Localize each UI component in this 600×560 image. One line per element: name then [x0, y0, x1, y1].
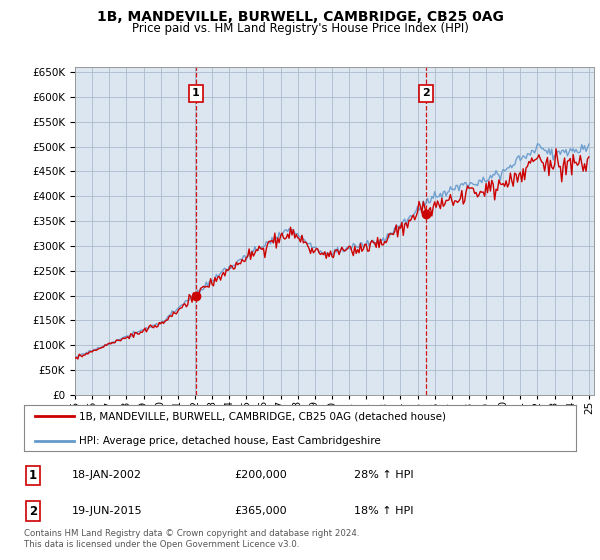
Text: 18-JAN-2002: 18-JAN-2002 [72, 470, 142, 480]
Text: 1B, MANDEVILLE, BURWELL, CAMBRIDGE, CB25 0AG: 1B, MANDEVILLE, BURWELL, CAMBRIDGE, CB25… [97, 10, 503, 24]
Text: 2: 2 [422, 88, 430, 99]
Text: 1: 1 [192, 88, 200, 99]
Text: Contains HM Land Registry data © Crown copyright and database right 2024.
This d: Contains HM Land Registry data © Crown c… [24, 529, 359, 549]
Text: HPI: Average price, detached house, East Cambridgeshire: HPI: Average price, detached house, East… [79, 436, 381, 446]
Text: 2: 2 [29, 505, 37, 518]
Text: 18% ↑ HPI: 18% ↑ HPI [354, 506, 413, 516]
Text: 1: 1 [29, 469, 37, 482]
Text: 28% ↑ HPI: 28% ↑ HPI [354, 470, 413, 480]
Text: Price paid vs. HM Land Registry's House Price Index (HPI): Price paid vs. HM Land Registry's House … [131, 22, 469, 35]
Text: £200,000: £200,000 [234, 470, 287, 480]
Text: 1B, MANDEVILLE, BURWELL, CAMBRIDGE, CB25 0AG (detached house): 1B, MANDEVILLE, BURWELL, CAMBRIDGE, CB25… [79, 412, 446, 421]
Text: 19-JUN-2015: 19-JUN-2015 [72, 506, 143, 516]
Text: £365,000: £365,000 [234, 506, 287, 516]
